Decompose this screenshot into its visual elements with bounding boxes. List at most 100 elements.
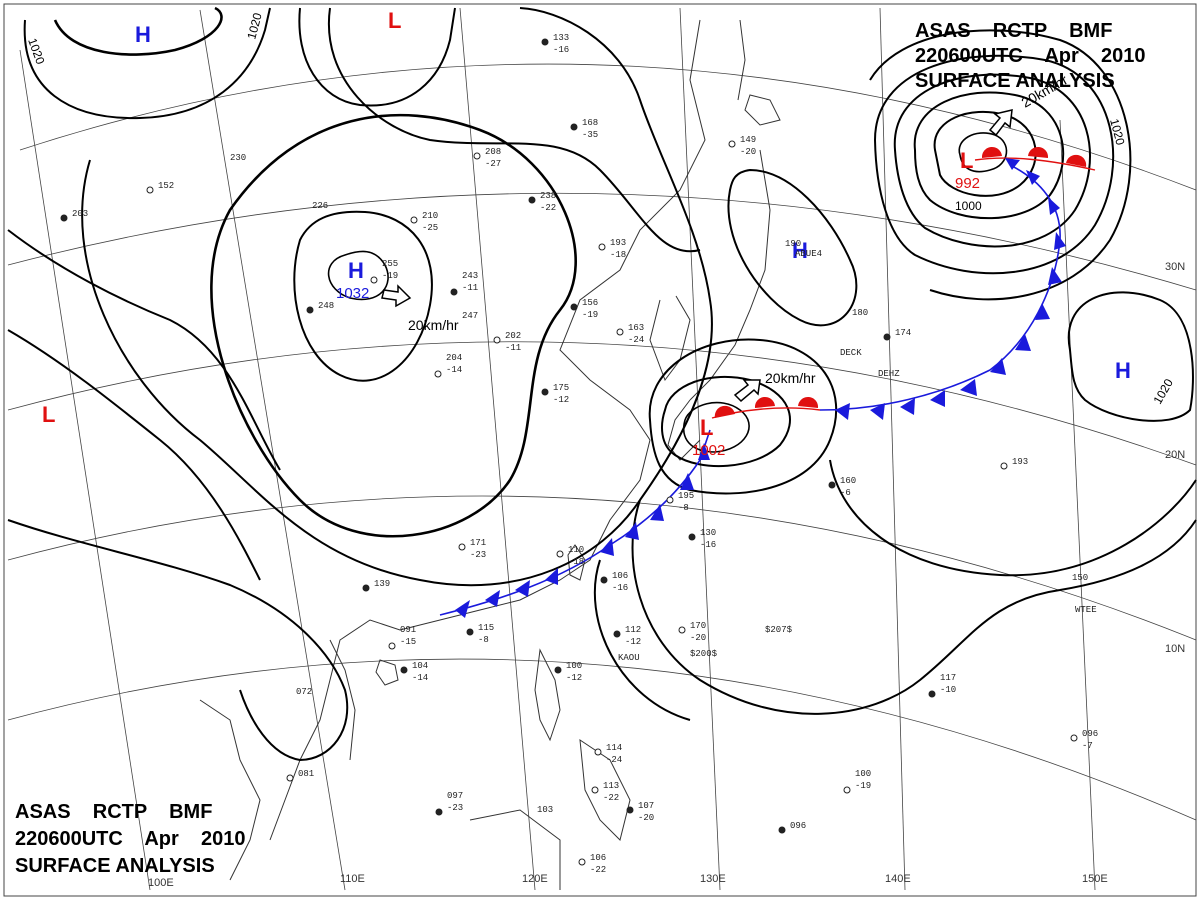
isobar-label: 1020 — [244, 11, 265, 41]
station-value: -22 — [540, 203, 556, 213]
station-value: -16 — [553, 45, 569, 55]
station-marker — [678, 626, 686, 634]
lon-label-140e: 140E — [885, 873, 911, 885]
station-value: -14 — [412, 673, 428, 683]
title-line: 220600UTC Apr 2010 — [15, 828, 246, 850]
station-value: -11 — [462, 283, 478, 293]
station-value: 210 — [422, 211, 438, 221]
station-id: DEHZ — [878, 369, 900, 379]
coast-borneo — [469, 809, 561, 890]
station-value: -7 — [1082, 741, 1093, 751]
low-center-label: L — [42, 402, 55, 427]
station-value: 203 — [72, 209, 88, 219]
station-marker — [362, 584, 370, 592]
lon-label-120e: 120E — [522, 873, 548, 885]
station-marker — [450, 288, 458, 296]
longitude-labels: 100E 110E 120E 130E 140E 150E — [148, 873, 1108, 889]
station-value: 097 — [447, 791, 463, 801]
coast-japan-kyushu — [667, 399, 701, 461]
low-center-label: L — [700, 415, 713, 440]
station-value: -15 — [400, 637, 416, 647]
coast-korea — [649, 295, 691, 382]
coastlines — [199, 19, 781, 890]
station-marker — [828, 481, 836, 489]
station-value: 106 — [612, 571, 628, 581]
station-value: -24 — [606, 755, 622, 765]
front-triangle — [960, 379, 977, 396]
station-marker — [883, 333, 891, 341]
station-value: 133 — [553, 33, 569, 43]
station-marker — [778, 826, 786, 834]
movement-arrow-icon — [381, 284, 412, 308]
station-value: 100 — [855, 769, 871, 779]
station-value: -11 — [505, 343, 521, 353]
station-value: 202 — [505, 331, 521, 341]
front-triangle — [650, 504, 664, 521]
station-value: -27 — [485, 159, 501, 169]
meridian-110e — [199, 9, 346, 891]
station-value: 104 — [412, 661, 428, 671]
station-value: 152 — [158, 181, 174, 191]
station-marker — [578, 858, 586, 866]
title-line: SURFACE ANALYSIS — [915, 70, 1115, 92]
front-triangle — [930, 390, 945, 407]
station-marker — [410, 216, 418, 224]
station-value: 156 — [582, 298, 598, 308]
isobar-north-l — [298, 7, 456, 107]
meridian-100e — [19, 49, 151, 891]
front-semicircle — [798, 396, 819, 408]
coast-japan-honshu — [689, 149, 771, 401]
station-value: -12 — [553, 395, 569, 405]
station-value: 163 — [628, 323, 644, 333]
title-block-top: ASAS RCTP BMF 220600UTC Apr 2010 SURFACE… — [915, 20, 1146, 92]
station-marker — [613, 630, 621, 638]
front-triangle — [455, 600, 470, 618]
station-marker — [458, 543, 466, 551]
front-triangle — [625, 522, 639, 540]
cold-front-triangles — [455, 158, 1066, 618]
station-value: 149 — [740, 135, 756, 145]
front-triangle — [1035, 303, 1050, 320]
isobar-l992-3 — [913, 91, 1065, 220]
station-value: 175 — [553, 383, 569, 393]
station-value: -19 — [382, 271, 398, 281]
station-value: 160 — [840, 476, 856, 486]
station-value: -12 — [625, 637, 641, 647]
title-line: 220600UTC Apr 2010 — [915, 45, 1146, 67]
station-marker — [554, 666, 562, 674]
isobar-label: 1000 — [955, 199, 982, 213]
lat-label-20n: 20N — [1165, 449, 1185, 461]
station-value: -19 — [855, 781, 871, 791]
low-center-label: L — [388, 8, 401, 33]
isobars — [7, 6, 1197, 762]
front-triangle — [515, 580, 530, 597]
station-id: WTEE — [1075, 605, 1097, 615]
station-id: $200$ — [690, 649, 718, 659]
isobar-japan-outer — [727, 168, 858, 327]
isobar-central-1020 — [327, 7, 701, 253]
station-value: 174 — [895, 328, 911, 338]
station-value: 193 — [610, 238, 626, 248]
station-value: -24 — [628, 335, 644, 345]
meridian-120e — [459, 7, 536, 891]
station-value: 110 — [568, 545, 584, 555]
title-line: ASAS RCTP BMF — [915, 20, 1112, 42]
station-value: 150 — [1072, 573, 1088, 583]
parallel-40n — [19, 63, 1197, 191]
station-value: 106 — [590, 853, 606, 863]
station-value: 130 — [700, 528, 716, 538]
isobar-japan-l-2 — [661, 375, 791, 468]
front-triangle — [698, 443, 710, 460]
front-triangle — [1054, 232, 1066, 250]
latitude-labels: 30N 20N 10N — [1165, 261, 1185, 655]
title-line: ASAS RCTP BMF — [15, 801, 212, 823]
station-value: -23 — [470, 550, 486, 560]
map-frame — [3, 3, 1197, 897]
low-center-pressure: 1002 — [692, 442, 725, 459]
front-triangle — [835, 403, 850, 420]
station-value: -16 — [700, 540, 716, 550]
station-value: -20 — [638, 813, 654, 823]
coast-china — [269, 19, 706, 841]
